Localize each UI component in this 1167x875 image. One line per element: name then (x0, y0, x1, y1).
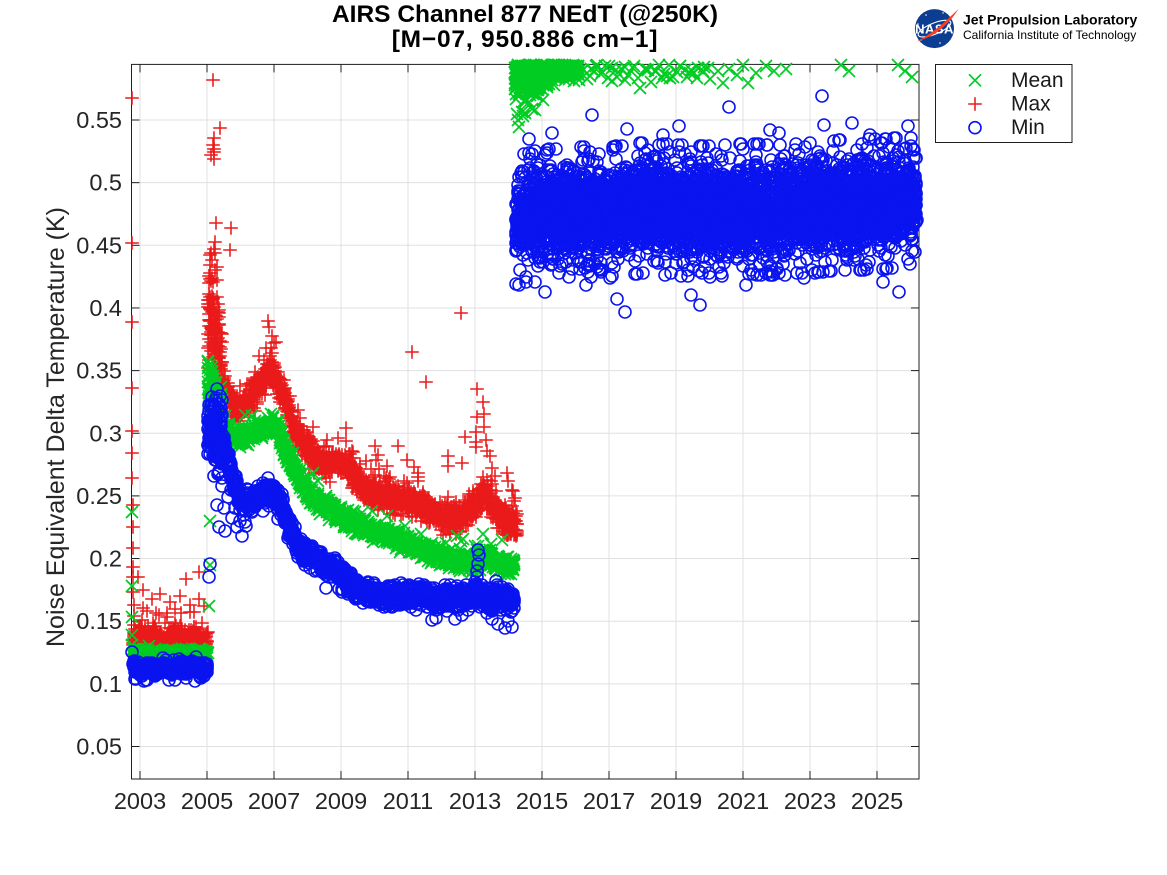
svg-text:0.45: 0.45 (76, 232, 122, 258)
svg-text:2019: 2019 (650, 788, 702, 814)
svg-text:2015: 2015 (516, 788, 568, 814)
svg-text:Noise Equivalent Delta Tempera: Noise Equivalent Delta Temperature (K) (42, 207, 70, 647)
svg-text:Jet Propulsion Laboratory: Jet Propulsion Laboratory (963, 12, 1137, 28)
svg-text:0.55: 0.55 (76, 107, 122, 133)
svg-text:2009: 2009 (315, 788, 367, 814)
svg-text:0.3: 0.3 (89, 420, 122, 446)
svg-text:0.35: 0.35 (76, 358, 122, 384)
svg-text:2021: 2021 (717, 788, 769, 814)
svg-text:0.15: 0.15 (76, 608, 122, 634)
svg-text:0.5: 0.5 (89, 170, 122, 196)
svg-text:Min: Min (1011, 116, 1045, 139)
svg-text:2013: 2013 (449, 788, 501, 814)
svg-text:0.2: 0.2 (89, 546, 122, 572)
svg-text:2011: 2011 (383, 788, 434, 814)
svg-text:0.1: 0.1 (89, 671, 122, 697)
svg-text:0.05: 0.05 (76, 734, 122, 760)
svg-text:0.25: 0.25 (76, 483, 122, 509)
svg-text:Max: Max (1011, 93, 1051, 116)
svg-text:2003: 2003 (114, 788, 166, 814)
svg-text:2017: 2017 (583, 788, 635, 814)
svg-text:California Institute of Techno: California Institute of Technology (963, 28, 1136, 42)
svg-text:0.4: 0.4 (89, 295, 122, 321)
svg-text:Mean: Mean (1011, 69, 1064, 92)
svg-text:AIRS Channel 877 NEdT (@250K): AIRS Channel 877 NEdT (@250K) (332, 1, 718, 28)
svg-text:2023: 2023 (784, 788, 836, 814)
svg-text:2025: 2025 (851, 788, 903, 814)
svg-text:2007: 2007 (248, 788, 300, 814)
svg-text:2005: 2005 (181, 788, 233, 814)
svg-text:[M−07, 950.886 cm−1]: [M−07, 950.886 cm−1] (392, 26, 659, 53)
svg-text:NASA: NASA (915, 22, 954, 37)
